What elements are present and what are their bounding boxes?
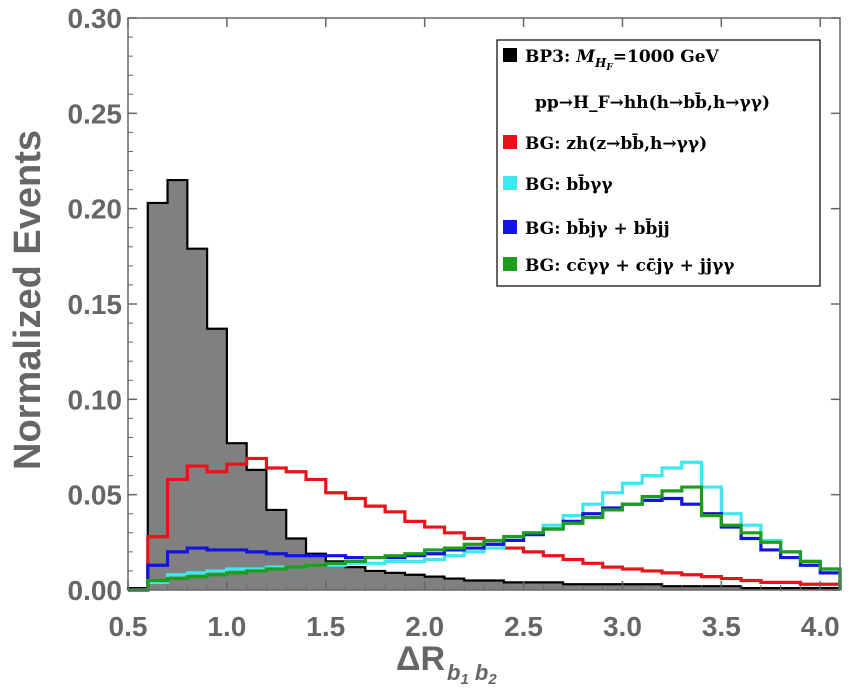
legend-entry-3: BG: bb̄γγ — [525, 174, 613, 195]
y-tick-label: 0.00 — [68, 575, 123, 606]
x-tick-label: 0.5 — [109, 611, 148, 642]
legend-entry-0: BP3: MHF=1000 GeV — [525, 47, 720, 73]
x-tick-label: 2.0 — [405, 611, 444, 642]
x-tick-label: 2.5 — [504, 611, 543, 642]
legend-box — [496, 39, 821, 287]
x-tick-labels: 0.5 1.0 1.5 2.0 2.5 3.0 3.5 4.0 — [109, 611, 840, 642]
svg-text:b1 b2: b1 b2 — [447, 660, 497, 688]
legend-entry-2: BG: zh(z→bb̄,h→γγ) — [525, 133, 707, 154]
y-tick-label: 0.20 — [68, 194, 123, 225]
legend-entry-1: pp→H_F→hh(h→bb̄,h→γγ) — [535, 92, 770, 113]
histogram-series-1 — [128, 456, 842, 592]
x-tick-label: 1.0 — [207, 611, 246, 642]
axes — [127, 17, 841, 591]
x-axis-title: ΔR b1 b2 — [396, 640, 497, 688]
x-tick-label: 1.5 — [306, 611, 345, 642]
histogram-series-4 — [128, 485, 842, 592]
legend: BP3: MHF=1000 GeV pp→H_F→hh(h→bb̄,h→γγ) BG… — [496, 39, 821, 287]
histogram-series-3 — [128, 496, 842, 592]
y-tick-label: 0.25 — [68, 98, 123, 129]
legend-swatch-2 — [503, 176, 517, 190]
svg-text:ΔR: ΔR — [396, 640, 445, 678]
x-tick-label: 4.0 — [801, 611, 840, 642]
x-tick-label: 3.0 — [603, 611, 642, 642]
y-tick-label: 0.05 — [68, 480, 123, 511]
x-tick-label: 3.5 — [702, 611, 741, 642]
legend-swatch-4 — [503, 257, 517, 271]
y-tick-label: 0.30 — [68, 3, 123, 34]
legend-entry-5: BG: cc̄γγ + cc̄jγ + jjγγ — [525, 256, 735, 276]
y-axis-title: Normalized Events — [7, 130, 49, 470]
y-tick-label: 0.10 — [68, 384, 123, 415]
y-tick-label: 0.15 — [68, 289, 123, 320]
legend-swatch-1 — [503, 135, 517, 149]
legend-swatch-0 — [503, 48, 517, 62]
plot-area — [126, 178, 842, 592]
y-tick-labels: 0.00 0.05 0.10 0.15 0.20 0.25 0.30 — [68, 3, 123, 606]
legend-entry-4: BG: bb̄jγ + bb̄jj — [525, 218, 670, 239]
histogram-series-0 — [126, 178, 842, 590]
legend-swatch-3 — [503, 220, 517, 234]
